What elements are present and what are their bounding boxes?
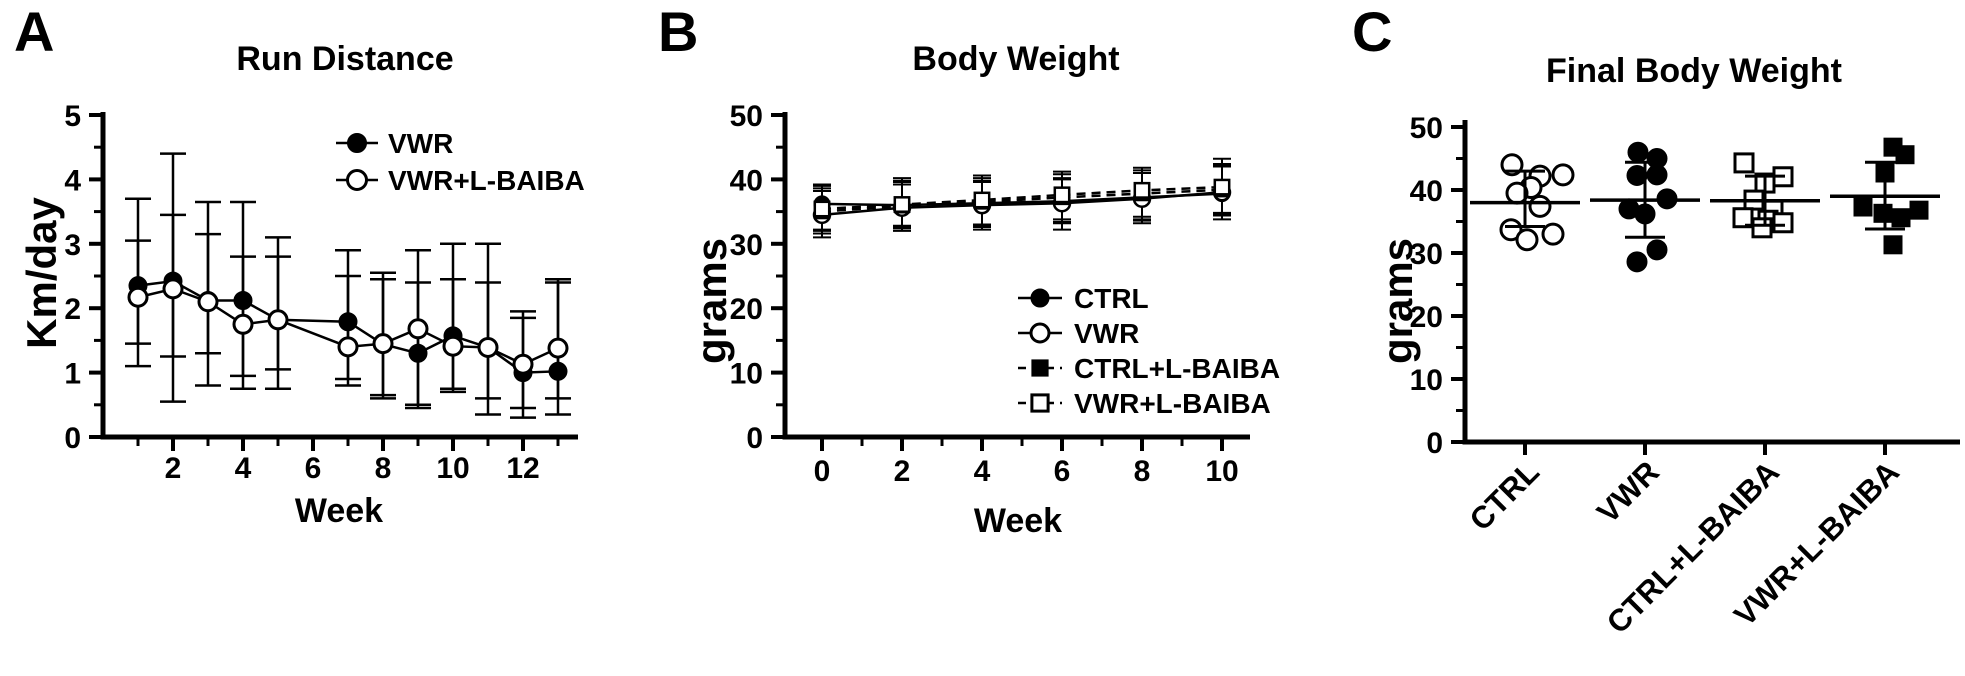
category-label: VWR xyxy=(1590,454,1666,530)
svg-text:20: 20 xyxy=(1410,301,1443,334)
filled-circle-marker xyxy=(347,133,367,153)
legend-label: VWR+L-BAIBA xyxy=(388,165,585,196)
filled-square-marker xyxy=(1031,359,1049,377)
open-circle-marker xyxy=(547,337,569,359)
svg-text:4: 4 xyxy=(974,455,991,488)
chart-a-title: Run Distance xyxy=(236,40,454,78)
open-circle-marker xyxy=(407,318,429,340)
open-circle-marker xyxy=(197,291,219,313)
chart-b-title: Body Weight xyxy=(912,40,1120,78)
svg-text:8: 8 xyxy=(375,452,392,485)
open-circle-marker xyxy=(232,313,254,335)
legend-label: VWR+L-BAIBA xyxy=(1074,388,1271,419)
open-circle-marker xyxy=(267,309,289,331)
chart-a-xlabel: Week xyxy=(294,492,384,530)
legend-label: VWR xyxy=(388,128,453,159)
svg-text:0: 0 xyxy=(746,422,763,455)
open-circle-marker xyxy=(162,278,184,300)
open-circle-marker xyxy=(512,353,534,375)
open-square-marker xyxy=(1213,178,1231,196)
panel-b-letter: B xyxy=(658,0,699,63)
svg-text:50: 50 xyxy=(1410,112,1443,145)
filled-square-marker xyxy=(1883,235,1903,255)
svg-text:10: 10 xyxy=(1205,455,1238,488)
open-circle-marker xyxy=(1515,228,1539,252)
open-circle-marker xyxy=(346,169,368,191)
legend-label: CTRL+L-BAIBA xyxy=(1074,353,1280,384)
filled-square-marker xyxy=(1853,197,1873,217)
svg-text:5: 5 xyxy=(64,100,81,133)
open-square-marker xyxy=(1030,393,1050,413)
svg-text:30: 30 xyxy=(730,229,763,262)
svg-text:2: 2 xyxy=(165,452,182,485)
svg-text:6: 6 xyxy=(305,452,322,485)
filled-circle-marker xyxy=(1646,164,1668,186)
open-square-marker xyxy=(893,196,911,213)
category-label: CTRL xyxy=(1463,454,1546,537)
svg-text:3: 3 xyxy=(64,229,81,262)
filled-circle-marker xyxy=(1646,239,1668,261)
filled-circle-marker xyxy=(233,290,253,310)
svg-text:0: 0 xyxy=(1426,427,1443,460)
legend-label: CTRL xyxy=(1074,283,1149,314)
chart-c-title: Final Body Weight xyxy=(1546,52,1842,90)
panel-a-letter: A xyxy=(14,0,55,63)
filled-circle-marker xyxy=(1627,141,1649,163)
filled-circle-marker xyxy=(548,361,568,381)
open-circle-marker xyxy=(1541,222,1565,246)
filled-circle-marker xyxy=(338,312,358,332)
svg-text:50: 50 xyxy=(730,100,763,133)
filled-square-marker xyxy=(1873,203,1893,223)
svg-text:10: 10 xyxy=(436,452,469,485)
svg-text:20: 20 xyxy=(730,293,763,326)
legend-label: VWR xyxy=(1074,318,1139,349)
open-circle-marker xyxy=(1551,163,1575,187)
series-line xyxy=(821,188,1223,213)
filled-circle-marker xyxy=(1626,251,1648,273)
open-circle-marker xyxy=(1499,218,1523,242)
open-square-marker xyxy=(973,191,991,209)
svg-text:4: 4 xyxy=(64,164,81,197)
series-line xyxy=(821,191,1223,217)
svg-text:40: 40 xyxy=(1410,175,1443,208)
filled-square-marker xyxy=(1909,200,1929,220)
svg-text:40: 40 xyxy=(730,164,763,197)
svg-text:0: 0 xyxy=(814,455,831,488)
filled-circle-marker xyxy=(408,343,428,363)
svg-text:6: 6 xyxy=(1054,455,1071,488)
open-square-marker xyxy=(1053,186,1071,204)
svg-text:2: 2 xyxy=(64,293,81,326)
open-circle-marker xyxy=(127,286,149,308)
series-line xyxy=(821,185,1223,211)
svg-text:1: 1 xyxy=(64,358,81,391)
svg-text:4: 4 xyxy=(235,452,252,485)
open-circle-marker xyxy=(442,335,464,357)
svg-text:8: 8 xyxy=(1134,455,1151,488)
svg-text:30: 30 xyxy=(1410,238,1443,271)
svg-text:0: 0 xyxy=(64,422,81,455)
svg-text:2: 2 xyxy=(894,455,911,488)
open-circle-marker xyxy=(372,333,394,355)
open-square-marker xyxy=(1751,217,1773,239)
open-circle-marker xyxy=(337,336,359,358)
open-square-marker xyxy=(1733,152,1755,174)
panel-c-letter: C xyxy=(1352,0,1393,63)
open-circle-marker xyxy=(1528,194,1552,218)
open-square-marker xyxy=(813,200,831,218)
chart-b-xlabel: Week xyxy=(973,502,1063,540)
open-square-marker xyxy=(1133,181,1151,199)
svg-text:12: 12 xyxy=(506,452,539,485)
open-circle-marker xyxy=(1029,322,1051,344)
filled-square-marker xyxy=(1891,208,1911,228)
open-circle-marker xyxy=(477,336,499,358)
svg-text:10: 10 xyxy=(730,358,763,391)
filled-circle-marker xyxy=(1030,288,1050,308)
svg-text:10: 10 xyxy=(1410,364,1443,397)
open-square-marker xyxy=(1772,212,1794,234)
